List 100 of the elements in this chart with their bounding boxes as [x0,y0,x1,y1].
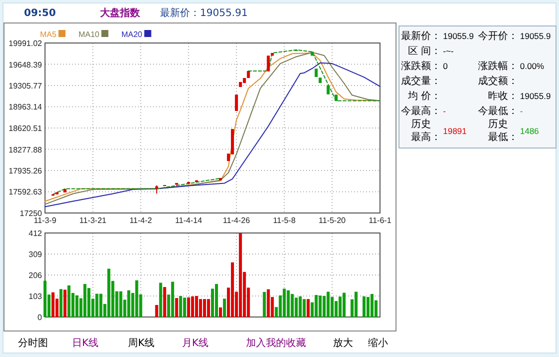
text: 19891 [443,126,467,136]
bar [326,292,330,317]
y-tick-label: 412 [28,229,43,238]
y-tick-label: 19305.77 [8,82,43,90]
bar [187,297,190,317]
line-series [248,49,380,102]
text: 今最低： [478,105,518,117]
bar [127,290,130,317]
bar [83,284,86,317]
text: 月K线 [182,337,209,349]
candlestick [266,55,270,72]
bar [99,294,102,317]
text: 19055.9 [520,91,551,101]
bar [314,294,318,317]
bar [191,296,194,317]
text: 1486 [520,126,540,136]
text: 成交量： [401,75,441,87]
bar [294,298,298,317]
y-tick-label: 17250 [20,209,43,218]
x-tick-label: 11-4-26 [222,216,250,225]
bar [179,296,182,317]
y-tick-label: 0 [38,313,43,322]
bar [370,294,374,317]
text: 历史 [411,118,431,130]
candlestick [234,94,238,112]
bar [175,298,178,317]
text: 均 价： [406,90,441,102]
y-tick-label: 17592.63 [8,188,43,197]
bar [230,262,234,317]
bar [298,296,302,317]
bar [63,290,66,317]
y-tick-label: 19648.39 [8,60,43,70]
bar [75,295,78,317]
text: 缩小 [368,337,388,349]
bar [199,299,202,317]
bar [95,294,98,317]
text: 历史 [488,118,508,130]
legend-label: MA5 [40,30,57,39]
bar [107,268,110,317]
x-tick-label: 11-4-14 [175,216,203,225]
text: 周K线 [128,337,155,349]
text: 0.00% [520,61,545,71]
bar [354,292,358,317]
bar [163,287,166,317]
bar [119,291,122,317]
text: 最新价： [401,30,441,42]
y-tick-label: 206 [28,271,43,280]
text: 今开价： [478,30,518,42]
text: 昨收： [488,90,518,102]
text: -~- [443,46,454,56]
bar [195,296,198,317]
text: 成交额： [478,75,518,87]
bar [135,280,138,317]
bar [203,299,206,317]
bar [222,298,226,317]
legend-label: MA20 [121,30,143,39]
y-tick-label: 309 [28,250,43,259]
text: 日K线 [72,337,99,349]
bar [282,288,286,317]
text: - [443,106,446,116]
bar [159,282,162,317]
bar [207,299,210,317]
bar [342,292,346,317]
bar [306,299,310,317]
bar [214,284,218,317]
bar [51,292,54,317]
y-tick-label: 19991.02 [8,39,43,48]
text: 涨跌额： [401,60,441,72]
text: 区 间： [408,45,441,57]
bar [362,296,366,317]
text: 分时图 [18,337,48,349]
bar [171,282,174,317]
bar [67,285,70,317]
x-tick-label: 11-5-8 [273,216,296,225]
bar [59,289,62,317]
bar [262,292,266,317]
bar [290,294,294,317]
x-tick-label: 11-4-2 [129,216,153,225]
bar [183,298,186,317]
x-tick-label: 11-6-1 [368,216,392,225]
bar [155,304,158,317]
text: 0 [443,61,448,71]
y-tick-label: 18963.14 [8,102,43,112]
bar [338,296,342,317]
y-tick-label: 18620.51 [8,124,43,133]
bar [87,288,90,317]
text: 加入我的收藏 [246,337,306,349]
text: 放大 [333,337,353,349]
text: 今最高： [401,105,441,117]
text: 最高： [411,131,441,143]
bar [44,280,46,317]
bar [266,289,270,317]
bar [366,297,370,317]
text: 最低： [488,132,518,143]
bar [318,296,322,317]
y-tick-label: 17935.26 [8,166,43,176]
header: 09:50 大盘指数 最新价：19055.91 [24,8,248,19]
bar [218,307,222,317]
text: - [520,106,523,116]
x-tick-label: 11-3-9 [34,216,57,225]
